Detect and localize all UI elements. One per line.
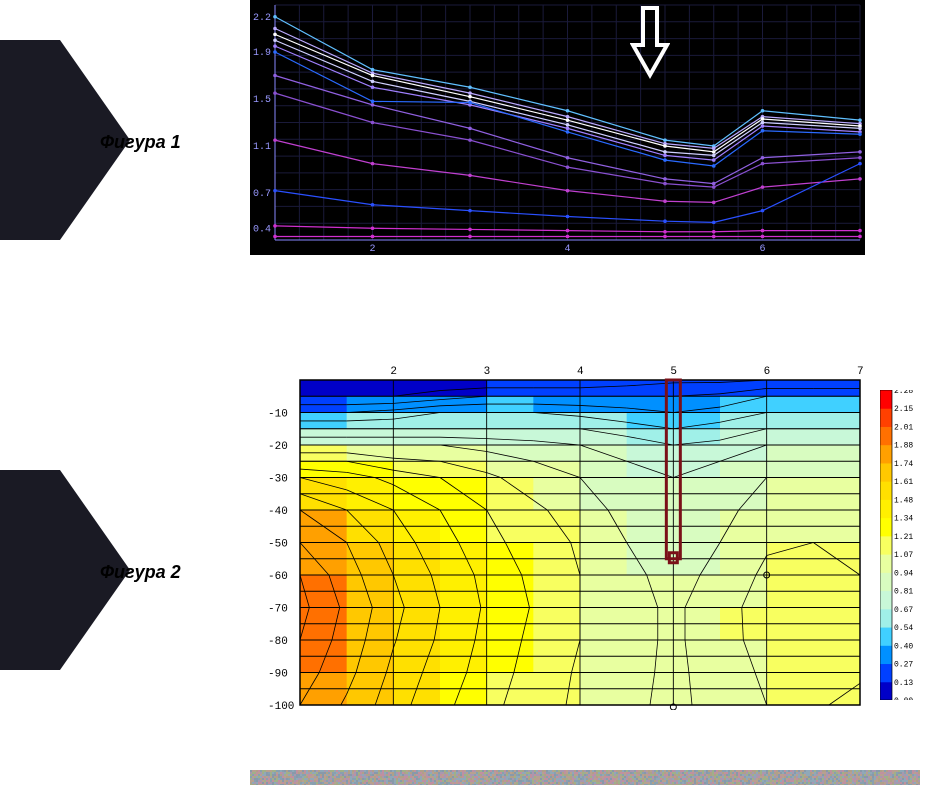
svg-text:1.1: 1.1	[253, 142, 271, 153]
svg-text:-90: -90	[268, 669, 288, 681]
figure2-chart: 2 3 4 5 6 7 -10 -20 -30 -40 -50 -60 -70 -80 -90 -100 0.…	[250, 360, 920, 740]
svg-text:-100: -100	[268, 701, 294, 710]
svg-text:6: 6	[760, 244, 766, 255]
svg-text:1.88: 1.88	[894, 442, 913, 451]
svg-text:6: 6	[764, 366, 771, 378]
svg-text:5: 5	[670, 366, 677, 378]
svg-text:0.54: 0.54	[894, 624, 913, 633]
svg-text:-50: -50	[268, 539, 288, 551]
svg-text:1.9: 1.9	[253, 48, 271, 59]
svg-text:0.40: 0.40	[894, 642, 913, 651]
svg-text:1.34: 1.34	[894, 515, 913, 524]
svg-text:0.67: 0.67	[894, 606, 913, 615]
svg-text:1.07: 1.07	[894, 551, 913, 560]
svg-text:2: 2	[390, 366, 397, 378]
svg-text:-80: -80	[268, 636, 288, 648]
svg-text:0.00: 0.00	[894, 697, 913, 700]
svg-text:0.4: 0.4	[253, 224, 271, 235]
svg-text:4: 4	[577, 366, 584, 378]
svg-text:2.28: 2.28	[894, 390, 913, 396]
svg-text:-20: -20	[268, 441, 288, 453]
svg-text:1.5: 1.5	[253, 95, 271, 106]
noise-texture-strip	[250, 770, 920, 785]
arrow-shape	[0, 470, 60, 670]
svg-text:1.21: 1.21	[894, 533, 913, 542]
figure1-label: Фигура 1	[100, 132, 181, 153]
colorbar: 0.00 0.13 0.27 0.40 0.54 0.67 0.81 0.94 1.07 1.21…	[880, 390, 920, 700]
svg-text:-70: -70	[268, 604, 288, 616]
figure2-label: Фигура 2	[100, 562, 181, 583]
svg-text:-30: -30	[268, 474, 288, 486]
svg-text:3: 3	[484, 366, 491, 378]
svg-text:0.27: 0.27	[894, 661, 913, 670]
svg-text:-10: -10	[268, 409, 288, 421]
figure1-chart: 0.4 0.7 1.1 1.5 1.9 2.2 2 4 6	[250, 0, 865, 255]
svg-text:2.01: 2.01	[894, 423, 913, 432]
svg-text:4: 4	[565, 244, 571, 255]
svg-text:0.7: 0.7	[253, 189, 271, 200]
svg-text:7: 7	[857, 366, 864, 378]
svg-text:2.15: 2.15	[894, 405, 913, 414]
svg-text:2.2: 2.2	[253, 13, 271, 24]
figure2-svg: 2 3 4 5 6 7 -10 -20 -30 -40 -50 -60 -70 -80 -90 -100	[250, 360, 870, 710]
svg-text:0.13: 0.13	[894, 679, 913, 688]
down-arrow-icon	[630, 5, 670, 80]
svg-text:0.81: 0.81	[894, 588, 913, 597]
svg-text:1.48: 1.48	[894, 496, 913, 505]
svg-text:-60: -60	[268, 571, 288, 583]
svg-text:1.61: 1.61	[894, 478, 913, 487]
svg-text:-40: -40	[268, 506, 288, 518]
svg-text:1.74: 1.74	[894, 460, 913, 469]
figure1-svg: 0.4 0.7 1.1 1.5 1.9 2.2 2 4 6	[250, 0, 865, 255]
arrow-shape	[0, 40, 60, 240]
svg-text:0.94: 0.94	[894, 569, 913, 578]
svg-text:2: 2	[370, 244, 376, 255]
